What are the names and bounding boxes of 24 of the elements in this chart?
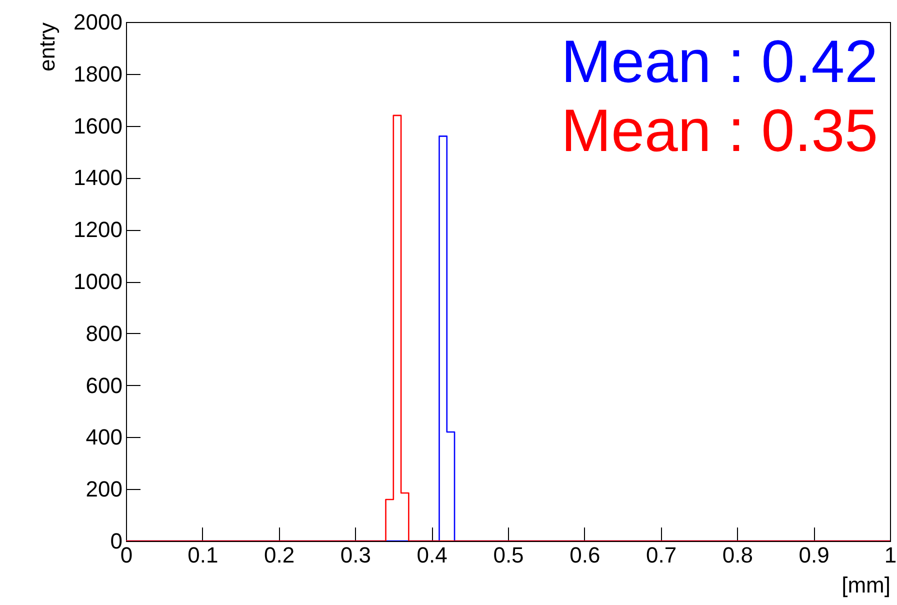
- x-tick-label: 0.2: [264, 542, 295, 568]
- x-tick-label: 0.6: [570, 542, 600, 568]
- y-tick-label: 200: [86, 476, 122, 502]
- y-tick-label: 1400: [74, 165, 122, 190]
- y-tick-label: 800: [86, 320, 122, 346]
- x-tick-label: 0.7: [646, 542, 677, 568]
- y-tick-label: 600: [86, 372, 122, 398]
- x-tick-label: 0.3: [340, 542, 371, 568]
- x-tick-label: 0.1: [188, 542, 218, 568]
- text: Mean : 0.35: [561, 97, 878, 164]
- y-tick-label: 1200: [74, 217, 122, 242]
- x-tick-label: 0.9: [798, 542, 830, 568]
- x-axis-title: [mm]: [842, 572, 890, 598]
- text: Mean : 0.42: [561, 28, 878, 95]
- x-tick-label: 0.8: [722, 542, 753, 568]
- x-tick-label: 0.4: [416, 542, 448, 568]
- x-tick-label: 1: [884, 542, 897, 568]
- y-axis-title: entry: [34, 22, 60, 72]
- y-tick-label: 1600: [74, 113, 122, 138]
- x-tick-label: 0.5: [493, 542, 524, 568]
- y-tick-label: 1000: [74, 269, 122, 294]
- y-tick-label: 400: [86, 424, 122, 450]
- y-tick-label: 2000: [74, 10, 122, 34]
- y-tick-label: 1800: [74, 61, 122, 86]
